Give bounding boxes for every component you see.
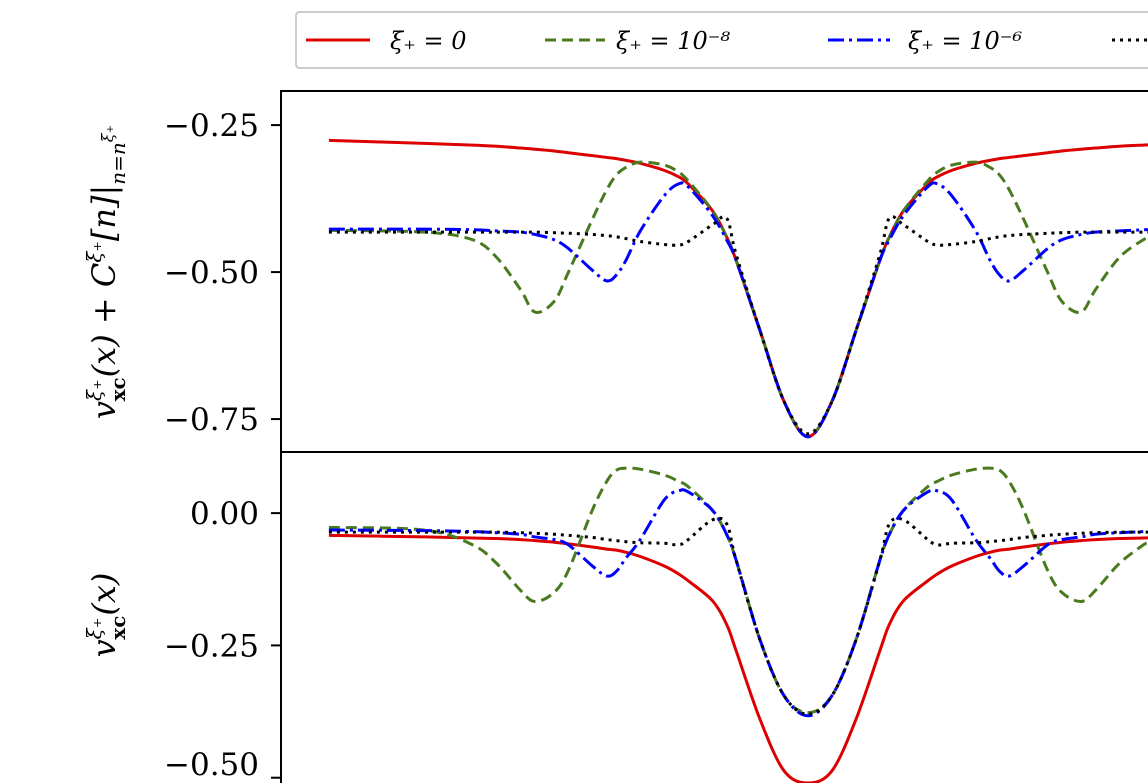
top-series-2-line bbox=[328, 181, 1148, 439]
bottom-ytick-label-1: −0.25 bbox=[164, 628, 259, 664]
top-ytick-label-2: −0.75 bbox=[164, 402, 259, 438]
bottom-ytick-label-2: −0.50 bbox=[164, 747, 259, 783]
legend-frame bbox=[295, 11, 1148, 69]
top-axes-frame bbox=[280, 90, 1148, 453]
top-y-axis-label: vξ₊xc(x) + Cξ₊[n]|n=nξ₊ bbox=[82, 125, 130, 419]
legend-label-1: ξ₊ = 10⁻⁸ bbox=[616, 27, 730, 55]
top-series-3-line bbox=[328, 215, 1148, 436]
top-panel: −0.25 −0.50 −0.75 vξ₊xc(x) + Cξ₊[n]|n=nξ₊ bbox=[82, 90, 1148, 453]
top-series-1-line bbox=[328, 160, 1148, 439]
legend-label-0: ξ₊ = 0 bbox=[390, 27, 467, 55]
bottom-panel: 0.00 −0.25 −0.50 vξ₊xc(x) bbox=[82, 452, 1148, 783]
bottom-series-1-line bbox=[328, 466, 1148, 715]
legend-label-2: ξ₊ = 10⁻⁶ bbox=[908, 27, 1022, 55]
bottom-y-axis-label: vξ₊xc(x) bbox=[82, 573, 130, 658]
bottom-ytick-label-0: 0.00 bbox=[190, 496, 259, 532]
top-ytick-label-0: −0.25 bbox=[164, 108, 259, 144]
legend: ξ₊ = 0 ξ₊ = 10⁻⁸ ξ₊ = 10⁻⁶ bbox=[295, 11, 1148, 69]
top-series-0-line bbox=[328, 138, 1148, 439]
top-ytick-label-1: −0.50 bbox=[164, 255, 259, 291]
bottom-series-2-line bbox=[328, 488, 1148, 718]
